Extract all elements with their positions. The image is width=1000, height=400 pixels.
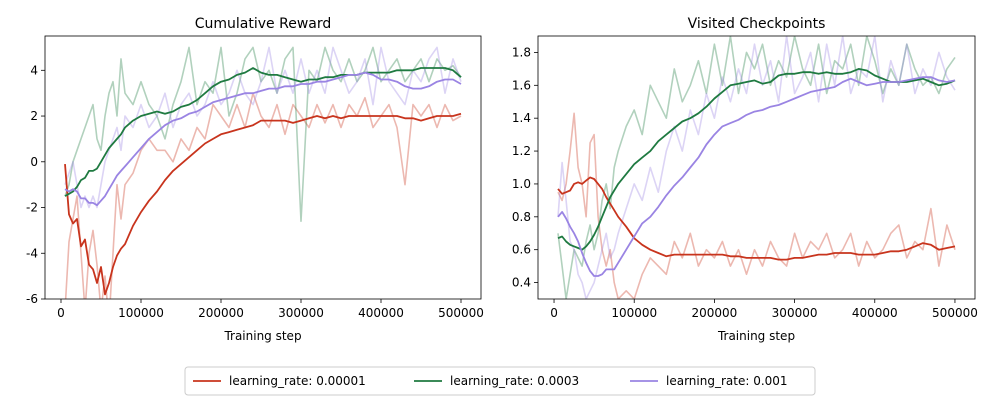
x-tick-label: 300000 <box>278 306 324 320</box>
y-tick-label: 4 <box>30 63 38 77</box>
series-smoothed-line <box>557 68 956 251</box>
x-tick-label: 100000 <box>611 306 657 320</box>
x-tick-label: 100000 <box>118 306 164 320</box>
x-tick-label: 200000 <box>691 306 737 320</box>
series-smoothed-line <box>64 112 462 296</box>
legend-entry: learning_rate: 0.0003 <box>414 374 579 388</box>
legend: learning_rate: 0.00001 learning_rate: 0.… <box>184 366 816 396</box>
x-axis-title-visited-checkpoints: Training step <box>717 329 795 343</box>
chart-title-cumulative-reward: Cumulative Reward <box>195 16 332 32</box>
series-smoothed-line <box>64 71 462 207</box>
x-axis-title-cumulative-reward: Training step <box>223 329 301 343</box>
series-raw-line <box>557 36 956 299</box>
y-tick-label: 0.4 <box>512 276 531 290</box>
plot-area-visited-checkpoints <box>557 36 956 299</box>
series-smoothed-line <box>557 176 956 261</box>
y-tick-label: 1.8 <box>512 45 531 59</box>
axes-frame-cumulative-reward <box>44 35 482 300</box>
legend-entry: learning_rate: 0.001 <box>630 374 788 388</box>
legend-frame <box>184 366 816 396</box>
legend-label: learning_rate: 0.0003 <box>450 374 579 388</box>
y-tick-label: 1.2 <box>512 144 531 158</box>
series-smoothed-line <box>64 67 462 197</box>
y-tick-label: 2 <box>30 109 38 123</box>
x-tick-label: 200000 <box>198 306 244 320</box>
x-tick-label: 300000 <box>772 306 818 320</box>
x-tick-label: 0 <box>550 306 558 320</box>
y-tick-label: -2 <box>26 201 38 215</box>
x-tick-label: 400000 <box>852 306 898 320</box>
ticks-visited-checkpoints: 0 100000 200000 300000 400000 500000 0.4 0.6 0.8… <box>512 45 978 320</box>
chart-visited-checkpoints: Visited Checkpoints 0 100000 200000 300000 4… <box>512 16 978 343</box>
x-tick-label: 400000 <box>358 306 404 320</box>
y-tick-label: 0.6 <box>512 243 531 257</box>
y-tick-label: 1.4 <box>512 111 531 125</box>
series-raw-line <box>64 92 462 299</box>
x-tick-label: 0 <box>57 306 65 320</box>
y-tick-label: -4 <box>26 246 38 260</box>
series-raw-line <box>64 46 462 209</box>
y-tick-label: 0 <box>30 155 38 169</box>
y-tick-label: 0.8 <box>512 210 531 224</box>
plot-area-cumulative-reward <box>64 46 462 299</box>
series-raw-line <box>64 46 462 222</box>
legend-label: learning_rate: 0.00001 <box>229 374 366 388</box>
x-tick-label: 500000 <box>438 306 484 320</box>
chart-title-visited-checkpoints: Visited Checkpoints <box>688 16 826 32</box>
axes-frame-visited-checkpoints <box>537 35 976 300</box>
y-tick-label: 1.0 <box>512 177 531 191</box>
legend-label: learning_rate: 0.001 <box>666 374 788 388</box>
y-tick-label: -6 <box>26 292 38 306</box>
series-raw-line <box>557 112 956 299</box>
x-tick-label: 500000 <box>932 306 978 320</box>
legend-entry: learning_rate: 0.00001 <box>193 374 366 388</box>
ticks-cumulative-reward: 0 100000 200000 300000 400000 500000 -6 -4 -2 0 2 4 <box>26 63 484 320</box>
chart-cumulative-reward: Cumulative Reward 0 100000 200000 300000 400… <box>26 16 484 343</box>
series-smoothed-line <box>557 76 956 277</box>
y-tick-label: 1.6 <box>512 78 531 92</box>
